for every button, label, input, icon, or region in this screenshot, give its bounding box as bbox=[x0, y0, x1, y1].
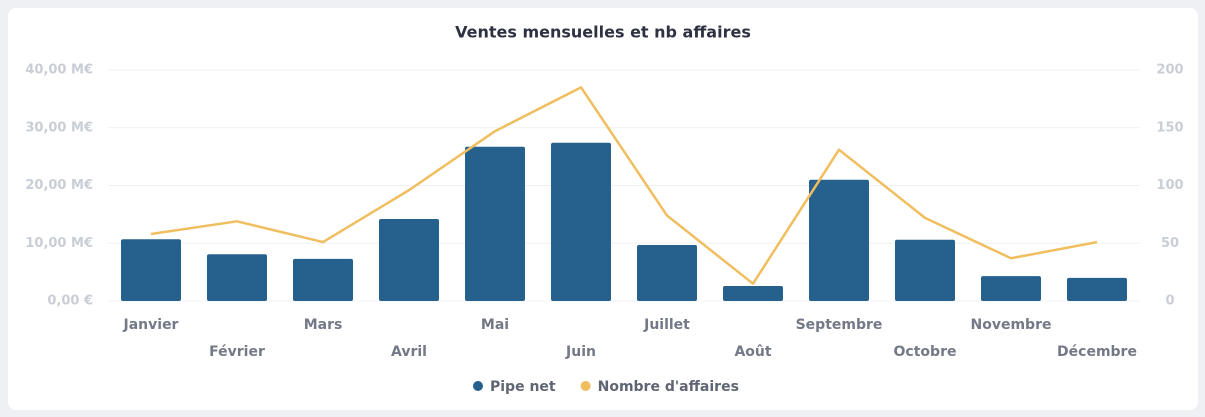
bar bbox=[207, 254, 267, 301]
x-tick-label: Juillet bbox=[643, 317, 690, 333]
y2-tick-label: 200 bbox=[1156, 63, 1183, 78]
y-tick-label: 40,00 M€ bbox=[25, 63, 93, 78]
y-tick-label: 20,00 M€ bbox=[25, 178, 93, 193]
x-tick-label: Mars bbox=[304, 317, 343, 333]
line bbox=[150, 86, 1098, 285]
x-tick-label: Novembre bbox=[971, 317, 1052, 333]
x-tick-label: Octobre bbox=[894, 344, 957, 360]
x-tick-label: Avril bbox=[391, 344, 427, 360]
y-tick-label: 30,00 M€ bbox=[25, 120, 93, 135]
bar bbox=[465, 146, 525, 301]
bar bbox=[121, 239, 181, 301]
legend-marker bbox=[473, 381, 483, 391]
bar bbox=[723, 285, 783, 301]
x-tick-label: Janvier bbox=[123, 317, 179, 333]
x-tick-label: Août bbox=[734, 344, 771, 360]
x-tick-label: Juin bbox=[565, 344, 596, 360]
legend-marker bbox=[580, 381, 591, 391]
y-tick-label: 0,00 € bbox=[47, 294, 93, 309]
bar bbox=[293, 258, 353, 301]
y2-tick-label: 0 bbox=[1165, 294, 1174, 309]
bar bbox=[637, 244, 697, 301]
bar bbox=[379, 218, 439, 301]
x-tick-label: Février bbox=[209, 344, 265, 360]
bar bbox=[1067, 277, 1127, 301]
y2-tick-label: 150 bbox=[1156, 120, 1183, 135]
x-tick-label: Décembre bbox=[1057, 344, 1137, 360]
legend-label: Pipe net bbox=[490, 379, 556, 395]
x-tick-label: Septembre bbox=[796, 317, 883, 333]
bar bbox=[895, 239, 955, 301]
chart-title: Ventes mensuelles et nb affaires bbox=[455, 23, 751, 42]
legend-label: Nombre d'affaires bbox=[598, 379, 739, 395]
y-tick-label: 10,00 M€ bbox=[25, 236, 93, 251]
x-tick-label: Mai bbox=[481, 317, 509, 333]
bar bbox=[981, 276, 1041, 301]
bar bbox=[809, 179, 869, 301]
bar bbox=[551, 142, 611, 301]
y2-tick-label: 100 bbox=[1156, 178, 1183, 193]
y2-tick-label: 50 bbox=[1161, 236, 1179, 251]
